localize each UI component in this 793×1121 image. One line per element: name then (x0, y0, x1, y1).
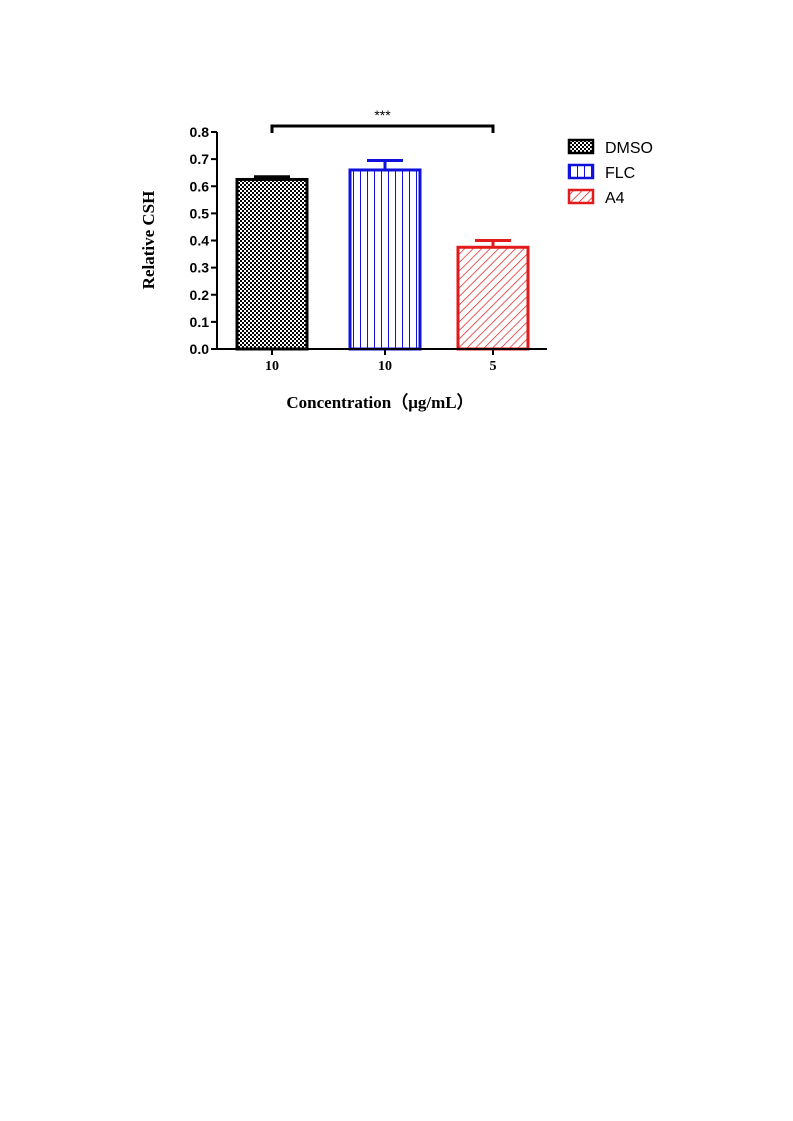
legend-label-dmso: DMSO (605, 140, 653, 157)
y-tick-label: 0.0 (190, 341, 210, 357)
x-axis-tick-labels: 10 10 5 (265, 349, 497, 374)
x-tick-label: 10 (265, 359, 279, 374)
y-tick-label: 0.1 (190, 314, 210, 330)
bars (235, 168, 530, 351)
y-tick-label: 0.3 (190, 260, 210, 276)
legend-swatch-flc (567, 163, 595, 180)
legend-label-flc: FLC (605, 165, 635, 182)
significance-line (270, 124, 495, 133)
bar-flc (348, 168, 422, 351)
x-tick-label: 10 (378, 359, 392, 374)
legend: DMSO FLC A4 (567, 138, 653, 207)
y-tick-label: 0.2 (190, 287, 210, 303)
y-tick-label: 0.7 (190, 151, 210, 167)
significance-label: *** (374, 107, 391, 123)
legend-swatch-dmso (567, 138, 595, 155)
y-tick-label: 0.5 (190, 205, 210, 221)
error-bars (254, 158, 511, 248)
y-tick-label: 0.6 (190, 178, 210, 194)
bar-dmso (235, 177, 309, 351)
y-tick-label: 0.8 (190, 124, 210, 140)
significance-bracket: *** (270, 107, 495, 133)
legend-swatch-a4 (567, 188, 595, 205)
bar-a4 (456, 245, 530, 351)
y-axis-title: Relative CSH (139, 191, 158, 290)
y-axis-ticks: 0.0 0.1 0.2 0.3 0.4 0.5 0.6 0.7 0.8 (190, 124, 217, 357)
legend-label-a4: A4 (605, 190, 625, 207)
y-tick-label: 0.4 (190, 233, 210, 249)
x-tick-label: 5 (490, 359, 497, 374)
x-axis-title: Concentration（μg/mL） (286, 392, 473, 412)
